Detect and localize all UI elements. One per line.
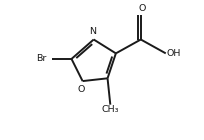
Text: O: O <box>139 4 146 13</box>
Text: O: O <box>78 85 85 94</box>
Text: OH: OH <box>166 49 181 58</box>
Text: Br: Br <box>36 54 47 63</box>
Text: N: N <box>89 27 96 36</box>
Text: CH₃: CH₃ <box>102 105 119 114</box>
